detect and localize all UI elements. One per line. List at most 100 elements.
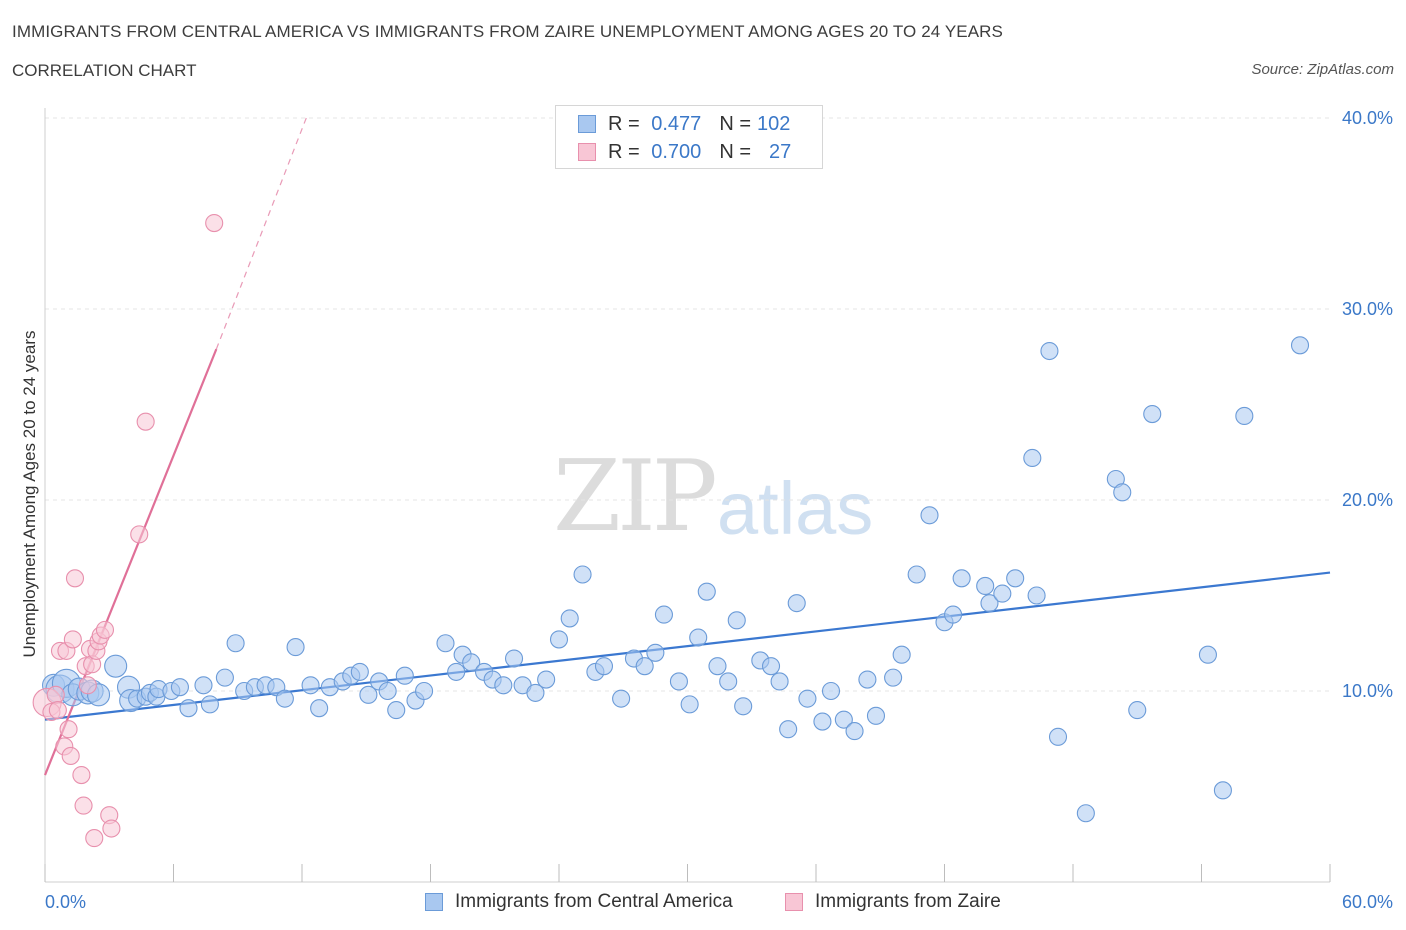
trend-line-zaire-extension <box>215 117 307 350</box>
point-central-america <box>310 699 329 718</box>
point-central-america <box>1235 406 1254 426</box>
y-tick-label: 20.0% <box>1342 490 1393 510</box>
point-central-america <box>689 628 708 647</box>
point-central-america <box>215 668 234 687</box>
x-tick-label-min: 0.0% <box>45 892 86 912</box>
point-central-america <box>170 678 189 697</box>
point-zaire <box>74 796 93 815</box>
point-zaire <box>72 765 91 785</box>
point-central-america <box>504 649 524 668</box>
point-central-america <box>884 668 903 687</box>
point-central-america <box>734 697 753 716</box>
data-points <box>32 214 1310 848</box>
point-central-america <box>537 670 556 689</box>
point-central-america <box>350 662 369 681</box>
source-credit: Source: ZipAtlas.com <box>1251 61 1394 78</box>
point-central-america <box>858 670 877 689</box>
point-central-america <box>286 638 305 657</box>
point-central-america <box>944 605 963 624</box>
point-central-america <box>462 653 481 672</box>
legend-r-value: 0.477 <box>651 112 702 135</box>
point-central-america <box>447 662 466 681</box>
legend-row-central-america: R = 0.477 N = 102 <box>578 111 790 137</box>
legend-r-label: R = <box>608 140 640 163</box>
bottom-legend-central-america: Immigrants from Central America <box>425 889 733 915</box>
point-central-america <box>436 634 455 653</box>
y-axis-label: Unemployment Among Ages 20 to 24 years <box>20 330 39 658</box>
point-zaire <box>102 819 121 838</box>
point-zaire <box>95 620 115 639</box>
point-central-america <box>275 689 294 708</box>
y-tick-label: 40.0% <box>1342 108 1393 128</box>
point-central-america <box>952 569 971 588</box>
point-central-america <box>395 666 414 685</box>
point-central-america <box>1213 781 1232 800</box>
point-central-america <box>1076 804 1095 823</box>
point-zaire <box>61 746 80 765</box>
point-central-america <box>1113 483 1132 502</box>
bottom-legend-swatch-blue <box>425 893 443 911</box>
point-zaire <box>136 412 155 431</box>
bottom-legend-label: Immigrants from Zaire <box>815 891 1001 912</box>
point-central-america <box>194 676 213 695</box>
y-tick-label: 30.0% <box>1342 299 1393 319</box>
point-central-america <box>1143 404 1162 424</box>
point-central-america <box>680 695 699 714</box>
point-central-america <box>573 565 592 584</box>
point-zaire <box>205 214 224 233</box>
legend-row-zaire: R = 0.700 N = 27 <box>578 139 791 165</box>
point-central-america <box>526 683 545 702</box>
watermark-zip: ZIP <box>553 440 718 554</box>
point-central-america <box>415 681 434 701</box>
point-central-america <box>1128 701 1147 720</box>
point-zaire <box>46 685 65 704</box>
point-zaire <box>63 630 82 649</box>
point-central-america <box>1048 727 1068 746</box>
point-central-america <box>821 681 841 701</box>
bottom-legend-label: Immigrants from Central America <box>455 891 733 912</box>
point-central-america <box>1023 448 1042 468</box>
point-central-america <box>378 681 397 701</box>
legend-swatch-pink <box>578 143 596 161</box>
bottom-legend-swatch-pink <box>785 893 803 911</box>
point-central-america <box>993 584 1012 603</box>
point-central-america <box>200 695 219 714</box>
point-central-america <box>560 609 579 628</box>
x-tick-label-max: 60.0% <box>1342 892 1393 912</box>
point-central-america <box>727 611 746 630</box>
point-zaire <box>85 829 104 848</box>
point-central-america <box>761 657 781 676</box>
point-central-america <box>635 657 654 676</box>
point-central-america <box>549 630 569 649</box>
point-central-america <box>1006 569 1025 588</box>
point-central-america <box>719 672 738 691</box>
y-tick-label: 10.0% <box>1342 681 1393 701</box>
point-central-america <box>798 689 817 708</box>
point-central-america <box>708 657 727 676</box>
point-central-america <box>646 643 665 662</box>
point-central-america <box>104 654 128 678</box>
point-central-america <box>834 710 853 729</box>
trend-lines <box>43 117 1331 776</box>
point-central-america <box>494 676 513 695</box>
legend-r-value: 0.700 <box>651 140 702 163</box>
point-central-america <box>612 689 631 708</box>
point-zaire <box>48 701 67 720</box>
legend-swatch-blue <box>578 115 596 133</box>
point-central-america <box>813 712 832 731</box>
point-central-america <box>866 706 886 725</box>
point-central-america <box>920 506 939 525</box>
axes <box>44 108 1331 883</box>
point-zaire <box>65 569 85 588</box>
point-central-america <box>1290 336 1310 355</box>
watermark-atlas: atlas <box>717 467 874 550</box>
chart-title: IMMIGRANTS FROM CENTRAL AMERICA VS IMMIG… <box>12 22 1003 41</box>
tick-labels: 10.0% 20.0% 30.0% 40.0% 0.0% 60.0% <box>45 108 1393 912</box>
point-central-america <box>845 722 864 741</box>
point-central-america <box>669 672 688 691</box>
legend-n-value: 102 <box>757 112 791 135</box>
correlation-legend: R = 0.477 N = 102 R = 0.700 N = 27 <box>555 105 823 169</box>
point-central-america <box>980 594 999 613</box>
legend-r-label: R = <box>608 112 640 135</box>
